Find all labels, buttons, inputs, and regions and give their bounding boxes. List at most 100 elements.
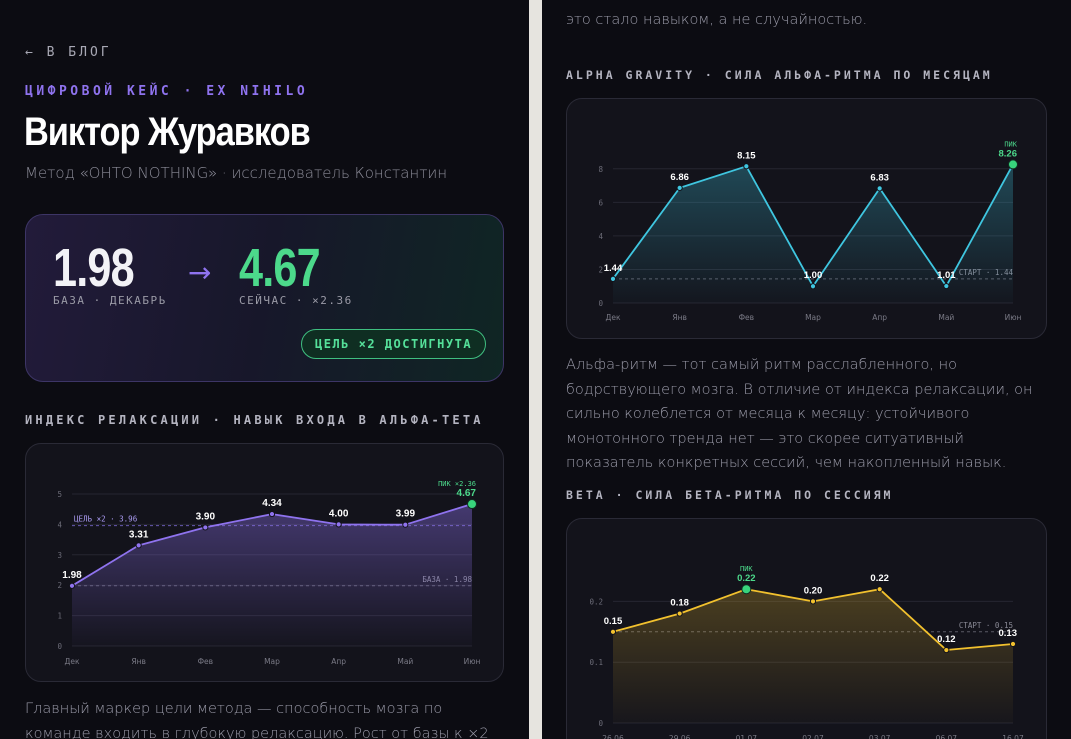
goal-reached-badge: ЦЕЛЬ ×2 ДОСТИГНУТА: [301, 329, 487, 359]
x-tick-label: Дек: [605, 313, 620, 322]
y-tick-label: 0: [598, 299, 603, 308]
x-tick-label: 16.07: [1002, 734, 1024, 739]
data-point: [741, 584, 752, 595]
x-tick-label: Мар: [264, 657, 280, 666]
x-tick-label: 06.07: [936, 734, 958, 739]
y-tick-label: 2: [57, 581, 62, 590]
data-point: [1008, 159, 1018, 170]
data-point: [202, 524, 209, 531]
x-tick-label: Янв: [672, 313, 687, 322]
data-label: 1.01: [937, 270, 956, 281]
data-label: 0.12: [937, 634, 956, 645]
data-label: 6.83: [870, 172, 889, 183]
relax-chart-card: 0 1 2 3 4 5 Дек Янв Фев Мар Апр Май Июн ЦЕЛЬ ×2 · 3.9…: [25, 443, 504, 682]
reference-label: СТАРТ · 0.15: [959, 621, 1013, 630]
data-label: 4.00: [329, 508, 349, 519]
y-tick-label: 0: [598, 719, 603, 728]
x-tick-label: Мар: [805, 313, 821, 322]
x-tick-label: Апр: [331, 657, 346, 666]
x-tick-label: 03.07: [869, 734, 891, 739]
alpha-chart: 02468ДекЯнвФевМарАпрМайИюнСТАРТ · 1.441.…: [598, 140, 1021, 322]
peak-label: ПИК: [740, 565, 753, 573]
y-tick-label: 0.1: [589, 658, 603, 667]
data-point: [943, 282, 950, 290]
relax-paragraph: Главный маркер цели метода — способность…: [25, 701, 489, 739]
arrow-right-icon: →: [188, 256, 212, 289]
data-label: 4.34: [262, 498, 282, 509]
x-tick-label: 02.07: [802, 734, 824, 739]
data-label: 3.99: [396, 509, 416, 520]
x-tick-label: Май: [938, 313, 954, 322]
page-title: Виктор Журавков: [24, 110, 311, 154]
data-label: 8.15: [737, 150, 756, 161]
data-point: [68, 582, 76, 589]
data-point: [676, 184, 683, 192]
x-tick-label: Апр: [872, 313, 887, 322]
data-label: 0.15: [604, 616, 623, 627]
peak-label: ПИК ×2.36: [438, 480, 476, 488]
data-point: [809, 283, 817, 290]
beta-chart: 0 0.1 0.2 26.06 29.06 01.07 02.07 03.07 06.07 16.…: [589, 565, 1024, 739]
data-label: 8.26: [999, 148, 1018, 159]
x-tick-label: Дек: [64, 657, 79, 666]
data-point: [467, 499, 477, 510]
current-value: 4.67: [239, 238, 321, 298]
case-kicker: ЦИФРОВОЙ КЕЙС · EX NIHILO: [25, 84, 309, 99]
relax-chart: 0 1 2 3 4 5 Дек Янв Фев Мар Апр Май Июн ЦЕЛЬ ×2 · 3.9…: [57, 480, 480, 666]
y-tick-label: 0.2: [589, 597, 603, 606]
y-tick-label: 4: [598, 232, 603, 241]
x-tick-label: Фев: [198, 657, 214, 666]
left-panel: ← В БЛОГ ЦИФРОВОЙ КЕЙС · EX NIHILO Викто…: [0, 0, 529, 739]
panel-divider: [529, 0, 542, 739]
y-tick-label: 5: [57, 490, 62, 499]
data-label: 6.86: [670, 172, 689, 183]
base-label: БАЗА · ДЕКАБРЬ: [53, 294, 167, 307]
hero-summary-card: 1.98 БАЗА · ДЕКАБРЬ → 4.67 СЕЙЧАС · ×2.3…: [25, 214, 504, 382]
page-subtitle: Метод «OHTO NOTHING» · исследователь Кон…: [25, 164, 448, 182]
data-label: 3.31: [129, 529, 149, 540]
x-tick-label: Янв: [131, 657, 146, 666]
x-tick-label: 29.06: [669, 734, 691, 739]
y-tick-label: 1: [57, 612, 62, 621]
series-area: [72, 504, 472, 646]
peak-label: ПИК: [1004, 140, 1017, 148]
data-point: [876, 586, 883, 593]
y-tick-label: 6: [598, 198, 603, 207]
data-label: 0.20: [804, 585, 823, 596]
data-point: [402, 521, 409, 528]
right-panel: это стало навыком, а не случайностью. AL…: [542, 0, 1071, 739]
beta-section-title: BETA · СИЛА БЕТА-РИТМА ПО СЕССИЯМ: [566, 488, 894, 502]
data-label: 0.13: [999, 628, 1018, 639]
data-label: 1.00: [804, 270, 823, 281]
top-paragraph-fragment: это стало навыком, а не случайностью.: [566, 12, 868, 28]
data-point: [609, 275, 617, 282]
data-point: [743, 163, 750, 170]
alpha-section-title: ALPHA GRAVITY · СИЛА АЛЬФА-РИТМА ПО МЕСЯ…: [566, 68, 993, 82]
data-point: [609, 628, 617, 635]
data-label: 0.18: [670, 598, 689, 609]
relax-section-title: ИНДЕКС РЕЛАКСАЦИИ · НАВЫК ВХОДА В АЛЬФА-…: [25, 413, 484, 427]
x-tick-label: 01.07: [736, 734, 758, 739]
data-point: [135, 542, 142, 549]
data-point: [943, 646, 950, 654]
x-tick-label: Фев: [739, 313, 755, 322]
series-area: [613, 589, 1013, 723]
data-label: 0.22: [870, 573, 889, 584]
alpha-chart-card: 02468ДекЯнвФевМарАпрМайИюнСТАРТ · 1.441.…: [566, 98, 1047, 339]
data-label: 1.44: [604, 263, 623, 274]
y-tick-label: 4: [57, 520, 62, 529]
series-area: [613, 164, 1013, 303]
data-label: 3.90: [196, 511, 216, 522]
reference-label: ЦЕЛЬ ×2 · 3.96: [74, 515, 138, 524]
data-label: 4.67: [457, 488, 477, 499]
beta-chart-card: 0 0.1 0.2 26.06 29.06 01.07 02.07 03.07 06.07 16.…: [566, 518, 1047, 739]
data-label: 0.22: [737, 573, 756, 584]
back-to-blog-link[interactable]: ← В БЛОГ: [25, 45, 112, 60]
y-tick-label: 8: [598, 165, 603, 174]
data-point: [809, 598, 817, 605]
y-tick-label: 3: [57, 551, 62, 560]
data-point: [335, 521, 342, 528]
alpha-paragraph: Альфа-ритм — тот самый ритм расслабленно…: [566, 357, 1033, 471]
current-label: СЕЙЧАС · ×2.36: [239, 294, 353, 307]
base-value: 1.98: [53, 238, 135, 298]
